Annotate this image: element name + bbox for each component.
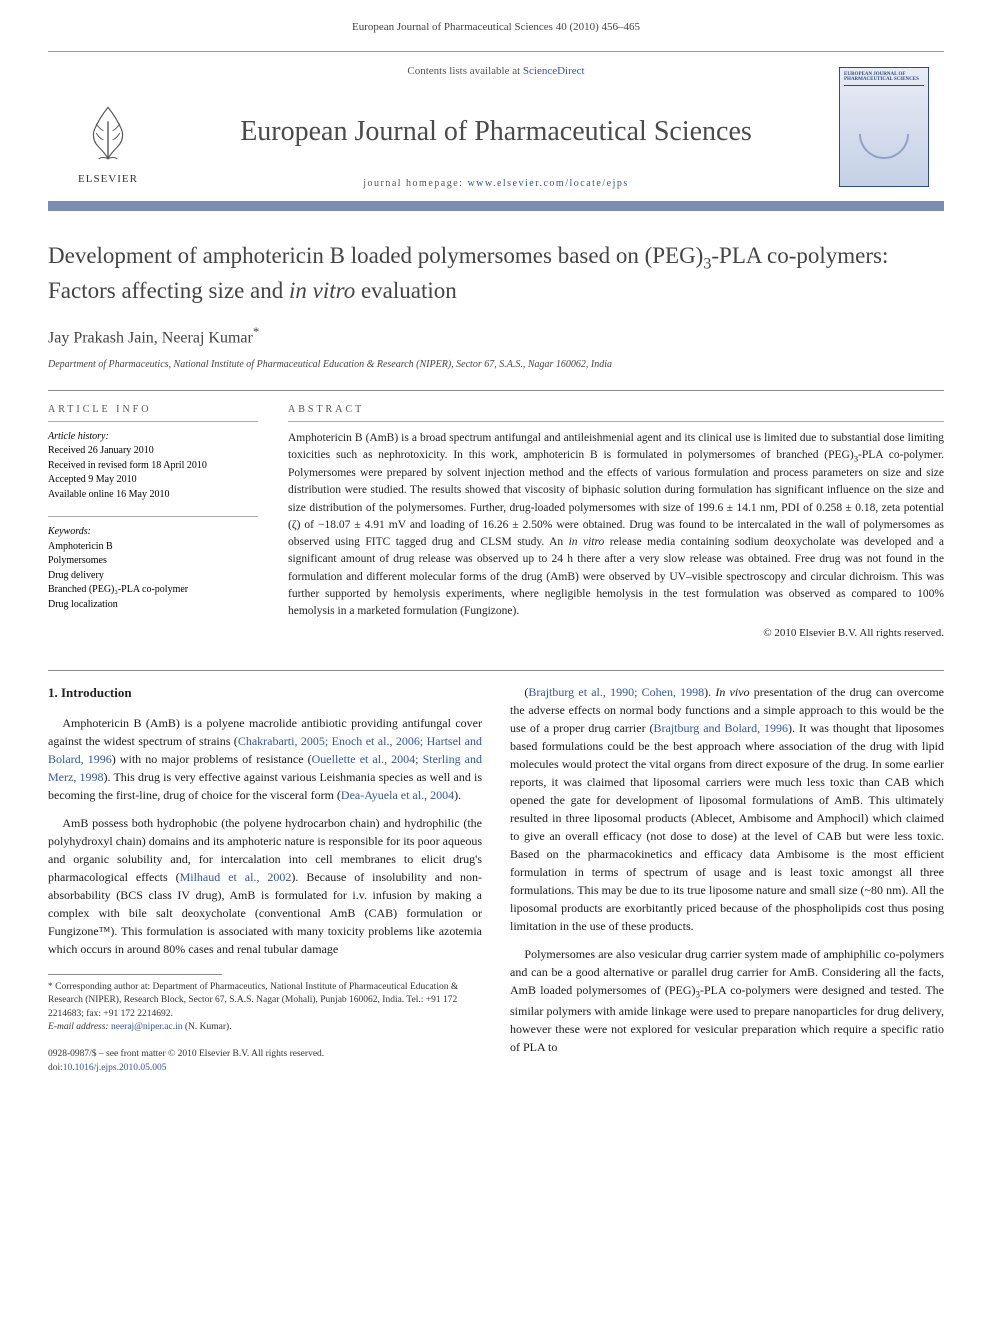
intro-heading: 1. Introduction xyxy=(48,683,482,703)
body-paragraph: (Brajtburg et al., 1990; Cohen, 1998). I… xyxy=(510,683,944,935)
keyword: Branched (PEG)₃-PLA co-polymer xyxy=(48,583,258,598)
corresponding-author-footnote: * Corresponding author at: Department of… xyxy=(48,981,482,1034)
publisher-name: ELSEVIER xyxy=(78,172,138,187)
issn-line: 0928-0987/$ – see front matter © 2010 El… xyxy=(48,1048,482,1061)
info-abstract-row: article info Article history: Received 2… xyxy=(48,403,944,642)
keywords-label: Keywords: xyxy=(48,525,258,540)
divider xyxy=(48,421,258,422)
author-list: Jay Prakash Jain, Neeraj Kumar* xyxy=(48,324,944,350)
contents-line: Contents lists available at ScienceDirec… xyxy=(176,64,816,79)
page-footer: 0928-0987/$ – see front matter © 2010 El… xyxy=(48,1048,482,1075)
keyword: Polymersomes xyxy=(48,554,258,569)
homepage-line: journal homepage: www.elsevier.com/locat… xyxy=(176,177,816,191)
keyword: Drug delivery xyxy=(48,569,258,584)
history-label: Article history: xyxy=(48,430,258,445)
footnote-text: * Corresponding author at: Department of… xyxy=(48,981,482,1021)
body-columns: 1. Introduction Amphotericin B (AmB) is … xyxy=(48,683,944,1075)
journal-cover-block: EUROPEAN JOURNAL OF PHARMACEUTICAL SCIEN… xyxy=(824,52,944,201)
body-paragraph: Amphotericin B (AmB) is a polyene macrol… xyxy=(48,714,482,804)
journal-name: European Journal of Pharmaceutical Scien… xyxy=(176,112,816,151)
abstract-text: Amphotericin B (AmB) is a broad spectrum… xyxy=(288,430,944,621)
body-column-left: 1. Introduction Amphotericin B (AmB) is … xyxy=(48,683,482,1075)
history-item: Received 26 January 2010 xyxy=(48,444,258,459)
history-item: Available online 16 May 2010 xyxy=(48,488,258,503)
homepage-link[interactable]: www.elsevier.com/locate/ejps xyxy=(467,178,628,189)
sciencedirect-link[interactable]: ScienceDirect xyxy=(523,65,585,77)
abstract-copyright: © 2010 Elsevier B.V. All rights reserved… xyxy=(288,626,944,641)
email-suffix: (N. Kumar). xyxy=(183,1022,232,1032)
body-column-right: (Brajtburg et al., 1990; Cohen, 1998). I… xyxy=(510,683,944,1075)
divider xyxy=(48,670,944,671)
keyword: Amphotericin B xyxy=(48,540,258,555)
article-info-column: article info Article history: Received 2… xyxy=(48,403,258,642)
keyword: Drug localization xyxy=(48,598,258,613)
author-affiliation: Department of Pharmaceutics, National In… xyxy=(48,358,944,372)
divider xyxy=(48,516,258,517)
abstract-column: abstract Amphotericin B (AmB) is a broad… xyxy=(288,403,944,642)
article-history: Article history: Received 26 January 201… xyxy=(48,430,258,503)
body-paragraph: Polymersomes are also vesicular drug car… xyxy=(510,945,944,1056)
history-item: Received in revised form 18 April 2010 xyxy=(48,459,258,474)
author-email-link[interactable]: neeraj@niper.ac.in xyxy=(111,1022,183,1032)
journal-cover-icon: EUROPEAN JOURNAL OF PHARMACEUTICAL SCIEN… xyxy=(839,67,929,187)
masthead-center: Contents lists available at ScienceDirec… xyxy=(168,52,824,201)
footnote-separator xyxy=(48,974,222,975)
divider xyxy=(288,421,944,422)
publisher-block: ELSEVIER xyxy=(48,52,168,201)
email-label: E-mail address: xyxy=(48,1022,111,1032)
keywords-block: Keywords: Amphotericin B Polymersomes Dr… xyxy=(48,525,258,612)
masthead: ELSEVIER Contents lists available at Sci… xyxy=(48,51,944,211)
homepage-prefix: journal homepage: xyxy=(363,178,467,189)
cover-title: EUROPEAN JOURNAL OF PHARMACEUTICAL SCIEN… xyxy=(844,72,924,86)
abstract-label: abstract xyxy=(288,403,944,417)
history-item: Accepted 9 May 2010 xyxy=(48,473,258,488)
doi-link[interactable]: 10.1016/j.ejps.2010.05.005 xyxy=(63,1063,167,1073)
article-title: Development of amphotericin B loaded pol… xyxy=(48,241,944,305)
body-paragraph: AmB possess both hydrophobic (the polyen… xyxy=(48,814,482,958)
elsevier-logo-icon xyxy=(73,98,143,168)
doi-label: doi: xyxy=(48,1063,63,1073)
contents-prefix: Contents lists available at xyxy=(407,65,522,77)
running-header: European Journal of Pharmaceutical Scien… xyxy=(48,20,944,35)
divider xyxy=(48,390,944,391)
article-info-label: article info xyxy=(48,403,258,417)
